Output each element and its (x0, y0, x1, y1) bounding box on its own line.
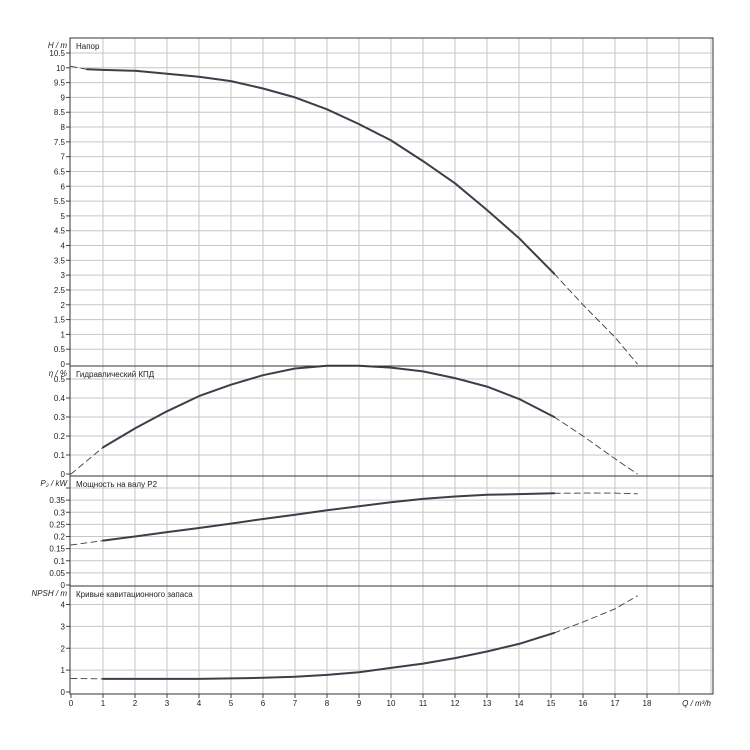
y-tick-label: 6.5 (54, 167, 66, 176)
y-tick-label: 0.5 (54, 345, 66, 354)
curve-dashed-0-1 (70, 65, 88, 70)
y-tick-label: 8.5 (54, 108, 66, 117)
y-tick-label: 4 (61, 242, 66, 251)
y-tick-label: 2 (61, 644, 66, 653)
y-tick-label: 0.4 (54, 394, 66, 403)
y-tick-label: 0.3 (54, 508, 66, 517)
y-tick-label: 0.25 (49, 520, 65, 529)
curve-dashed-0-2 (553, 273, 638, 365)
y-tick-label: 0 (61, 360, 66, 369)
y-tick-label: 4 (61, 601, 66, 610)
panel-title: Гидравлический КПД (76, 370, 155, 379)
y-tick-label: 3.5 (54, 256, 66, 265)
panel-title: Мощность на валу P2 (76, 480, 158, 489)
y-tick-label: 0 (61, 470, 66, 479)
curve-solid-2-0 (102, 492, 556, 542)
x-tick-label: 7 (293, 699, 298, 708)
y-tick-label: 0.2 (54, 432, 66, 441)
x-tick-label: 18 (643, 699, 652, 708)
x-tick-label: 2 (133, 699, 138, 708)
y-tick-label: 10.5 (49, 49, 65, 58)
y-tick-label: 9 (61, 93, 66, 102)
y-tick-label: 10 (56, 64, 65, 73)
curve-dashed-3-1 (70, 677, 104, 680)
panel-title: Кривые кавитационного запаса (76, 590, 193, 599)
y-tick-label: 3 (61, 622, 66, 631)
y-tick-label: 7.5 (54, 138, 66, 147)
y-tick-label: 0.2 (54, 533, 66, 542)
y-tick-label: 1.5 (54, 316, 66, 325)
x-tick-label: 11 (419, 699, 428, 708)
x-tick-label: 14 (515, 699, 524, 708)
y-tick-label: 0 (61, 581, 66, 590)
x-tick-label: 10 (387, 699, 396, 708)
x-tick-label: 8 (325, 699, 330, 708)
x-tick-label: 9 (357, 699, 362, 708)
y-tick-label: 2 (61, 301, 66, 310)
curve-dashed-2-1 (70, 540, 104, 546)
panel-title: Напор (76, 42, 100, 51)
x-tick-label: 0 (69, 699, 74, 708)
x-tick-label: 3 (165, 699, 170, 708)
curve-dashed-1-2 (553, 416, 638, 475)
y-axis-label: H / m (48, 41, 67, 50)
y-tick-label: 1 (61, 666, 66, 675)
y-tick-label: 1 (61, 330, 66, 339)
y-tick-label: 0.5 (54, 375, 66, 384)
x-tick-label: 12 (451, 699, 460, 708)
y-axis-label: η / % (49, 369, 67, 378)
y-tick-label: 0.1 (54, 557, 66, 566)
x-tick-label: 13 (483, 699, 492, 708)
y-tick-label: 7 (61, 153, 66, 162)
y-axis-label: P₂ / kW (40, 479, 68, 488)
y-tick-label: 8 (61, 123, 66, 132)
y-tick-label: 0.35 (49, 496, 65, 505)
x-tick-label: 6 (261, 699, 266, 708)
y-tick-label: 4.5 (54, 227, 66, 236)
x-axis-label: Q / m³/h (682, 699, 711, 708)
y-tick-label: 3 (61, 271, 66, 280)
x-tick-label: 17 (611, 699, 620, 708)
x-tick-label: 4 (197, 699, 202, 708)
y-tick-label: 0.3 (54, 413, 66, 422)
x-tick-label: 5 (229, 699, 234, 708)
x-tick-label: 1 (101, 699, 106, 708)
y-tick-label: 2.5 (54, 286, 66, 295)
x-tick-label: 15 (547, 699, 556, 708)
y-tick-label: 0 (61, 688, 66, 697)
y-tick-label: 9.5 (54, 79, 66, 88)
curve-dashed-1-1 (70, 446, 104, 475)
y-tick-label: 5.5 (54, 197, 66, 206)
curve-solid-0-0 (86, 68, 556, 275)
curve-dashed-2-2 (553, 492, 638, 495)
y-tick-label: 5 (61, 212, 66, 221)
x-tick-label: 16 (579, 699, 588, 708)
y-tick-label: 0.15 (49, 545, 65, 554)
y-tick-label: 0.05 (49, 569, 65, 578)
y-axis-label: NPSH / m (31, 589, 67, 598)
y-tick-label: 6 (61, 182, 66, 191)
y-tick-label: 0.1 (54, 451, 66, 460)
curve-solid-3-0 (102, 631, 556, 680)
curve-dashed-3-2 (553, 595, 638, 634)
